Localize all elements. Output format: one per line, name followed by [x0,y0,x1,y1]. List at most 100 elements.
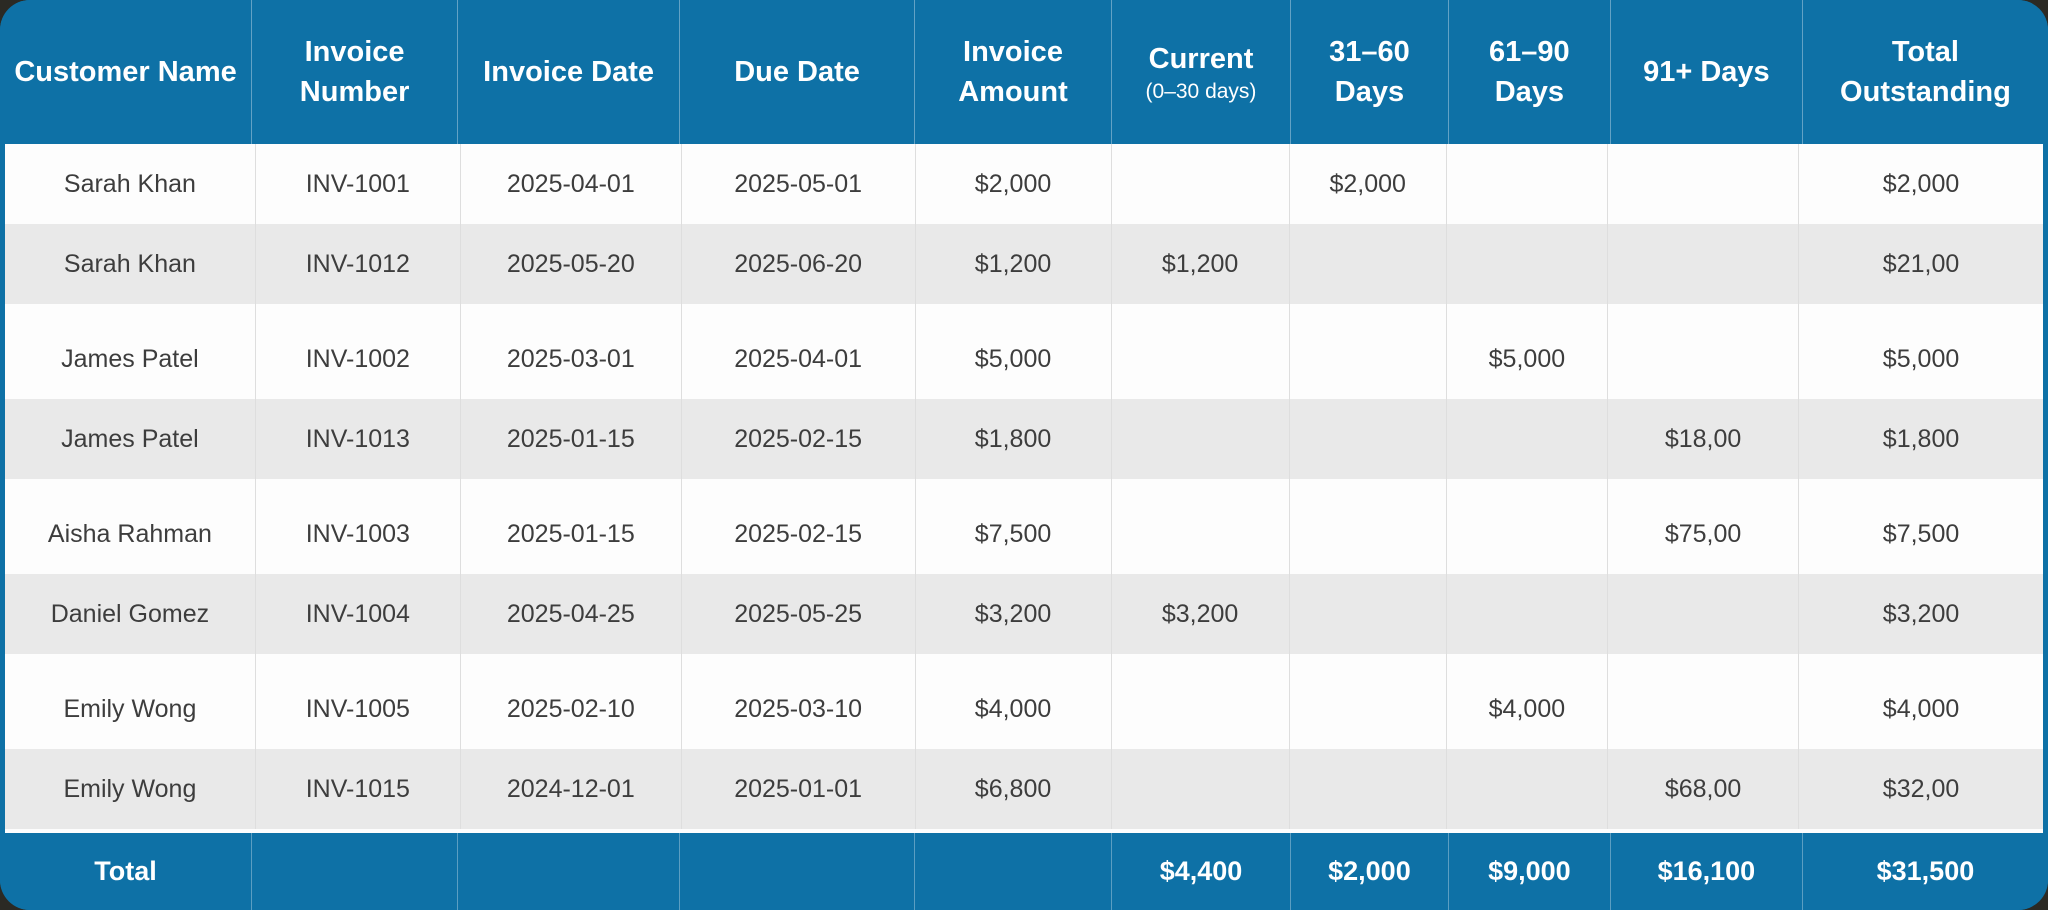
column-header-total-outstanding: Total Outstanding [1801,0,2048,144]
total-91-plus-days: $16,100 [1609,833,1802,910]
gap-cell [1607,654,1798,669]
cell-invoice-number: INV-1015 [254,749,460,829]
cell-customer-name: Emily Wong [63,774,197,803]
gap-cell [459,479,681,494]
column-header-current: Current (0–30 days) [1111,0,1290,144]
column-header-invoice-amount: Invoice Amount [913,0,1111,144]
cell-invoice-amount: $7,500 [914,494,1111,574]
cell-current [1110,669,1289,749]
gap-cell [914,654,1111,669]
gap-cell [1110,479,1289,494]
cell-31-60-days [1288,669,1446,749]
table-row: Daniel Gomez INV-1004 2025-04-25 2025-05-25… [5,574,2043,654]
cell-invoice-date: 2025-01-15 [459,399,681,479]
cell-current [1110,749,1289,829]
total-due-date [679,833,914,910]
cell-61-90-days [1445,749,1607,829]
cell-invoice-number: INV-1003 [254,494,460,574]
table-body: Sarah Khan INV-1001 2025-04-01 2025-05-01 $2… [0,144,2048,833]
cell-total-outstanding: $1,800 [1798,399,2043,479]
gap-cell [1798,304,2043,319]
column-header-31-60-days: 31–60 Days [1289,0,1448,144]
cell-61-90-days [1445,224,1607,304]
cell-31-60-days [1288,494,1446,574]
total-label: Total [94,856,157,886]
total-invoice-date [457,833,679,910]
gap-cell [1110,304,1289,319]
cell-due-date: 2025-04-01 [680,319,915,399]
cell-31-60-days: $2,000 [1288,144,1446,224]
gap-cell [680,479,915,494]
cell-31-60-days [1288,574,1446,654]
column-header-label: Invoice Number [299,35,410,108]
cell-due-date: 2025-05-01 [680,144,915,224]
cell-invoice-date: 2024-12-01 [459,749,681,829]
column-header-label: Invoice Amount [958,35,1068,108]
cell-61-90-days [1445,399,1607,479]
cell-customer-name: Sarah Khan [63,169,196,198]
cell-total-outstanding: $32,00 [1798,749,2043,829]
cell-customer-name: James Patel [61,344,199,373]
cell-current [1110,319,1289,399]
cell-total-outstanding: $4,000 [1798,669,2043,749]
column-header-label: 61–90 Days [1489,35,1570,108]
cell-invoice-amount: $2,000 [914,144,1111,224]
cell-91-plus-days [1607,319,1798,399]
gap-cell [1110,654,1289,669]
table-row: Emily Wong INV-1005 2025-02-10 2025-03-10 $4… [5,669,2043,749]
cell-61-90-days: $5,000 [1445,319,1607,399]
column-header-sublabel: (0–30 days) [1145,80,1257,104]
cell-invoice-date: 2025-02-10 [459,669,681,749]
gap-cell [1288,479,1446,494]
cell-total-outstanding: $5,000 [1798,319,2043,399]
cell-91-plus-days: $18,00 [1607,399,1798,479]
column-header-due-date: Due Date [679,0,914,144]
cell-invoice-number: INV-1002 [254,319,460,399]
cell-invoice-number: INV-1012 [254,224,460,304]
cell-due-date: 2025-03-10 [680,669,915,749]
gap-cell [5,304,255,319]
cell-invoice-number: INV-1005 [254,669,460,749]
total-61-90-days: $9,000 [1447,833,1610,910]
table-row: Aisha Rahman INV-1003 2025-01-15 2025-02-15… [5,494,2043,574]
total-invoice-number [251,833,457,910]
table-row: Sarah Khan INV-1001 2025-04-01 2025-05-01 $2… [5,144,2043,224]
column-header-label: Invoice Date [483,55,655,88]
cell-invoice-amount: $3,200 [914,574,1111,654]
column-header-91-plus-days: 91+ Days [1609,0,1802,144]
cell-91-plus-days [1607,224,1798,304]
cell-91-plus-days: $75,00 [1607,494,1798,574]
column-header-invoice-date: Invoice Date [457,0,679,144]
cell-current [1110,494,1289,574]
cell-31-60-days [1288,319,1446,399]
cell-91-plus-days [1607,574,1798,654]
cell-total-outstanding: $3,200 [1798,574,2043,654]
cell-invoice-amount: $5,000 [914,319,1111,399]
column-header-61-90-days: 61–90 Days [1447,0,1610,144]
cell-31-60-days [1288,399,1446,479]
gap-cell [459,654,681,669]
cell-current: $1,200 [1110,224,1289,304]
gap-cell [254,654,460,669]
cell-total-outstanding: $2,000 [1798,144,2043,224]
cell-current [1110,144,1289,224]
cell-invoice-number: INV-1013 [254,399,460,479]
gap-cell [1445,304,1607,319]
cell-invoice-date: 2025-03-01 [459,319,681,399]
cell-invoice-amount: $4,000 [914,669,1111,749]
cell-61-90-days [1445,494,1607,574]
cell-due-date: 2025-06-20 [680,224,915,304]
column-header-invoice-number: Invoice Number [251,0,457,144]
cell-current [1110,399,1289,479]
cell-customer-name: Aisha Rahman [47,519,212,548]
row-group-gap [5,479,2043,494]
column-header-label: 91+ Days [1643,55,1770,88]
cell-customer-name: Daniel Gomez [50,599,210,628]
gap-cell [1288,654,1446,669]
cell-customer-name: Sarah Khan [63,249,196,278]
cell-current: $3,200 [1110,574,1289,654]
column-header-label: 31–60 Days [1329,35,1410,108]
cell-due-date: 2025-02-15 [680,494,915,574]
total-current: $4,400 [1111,833,1290,910]
